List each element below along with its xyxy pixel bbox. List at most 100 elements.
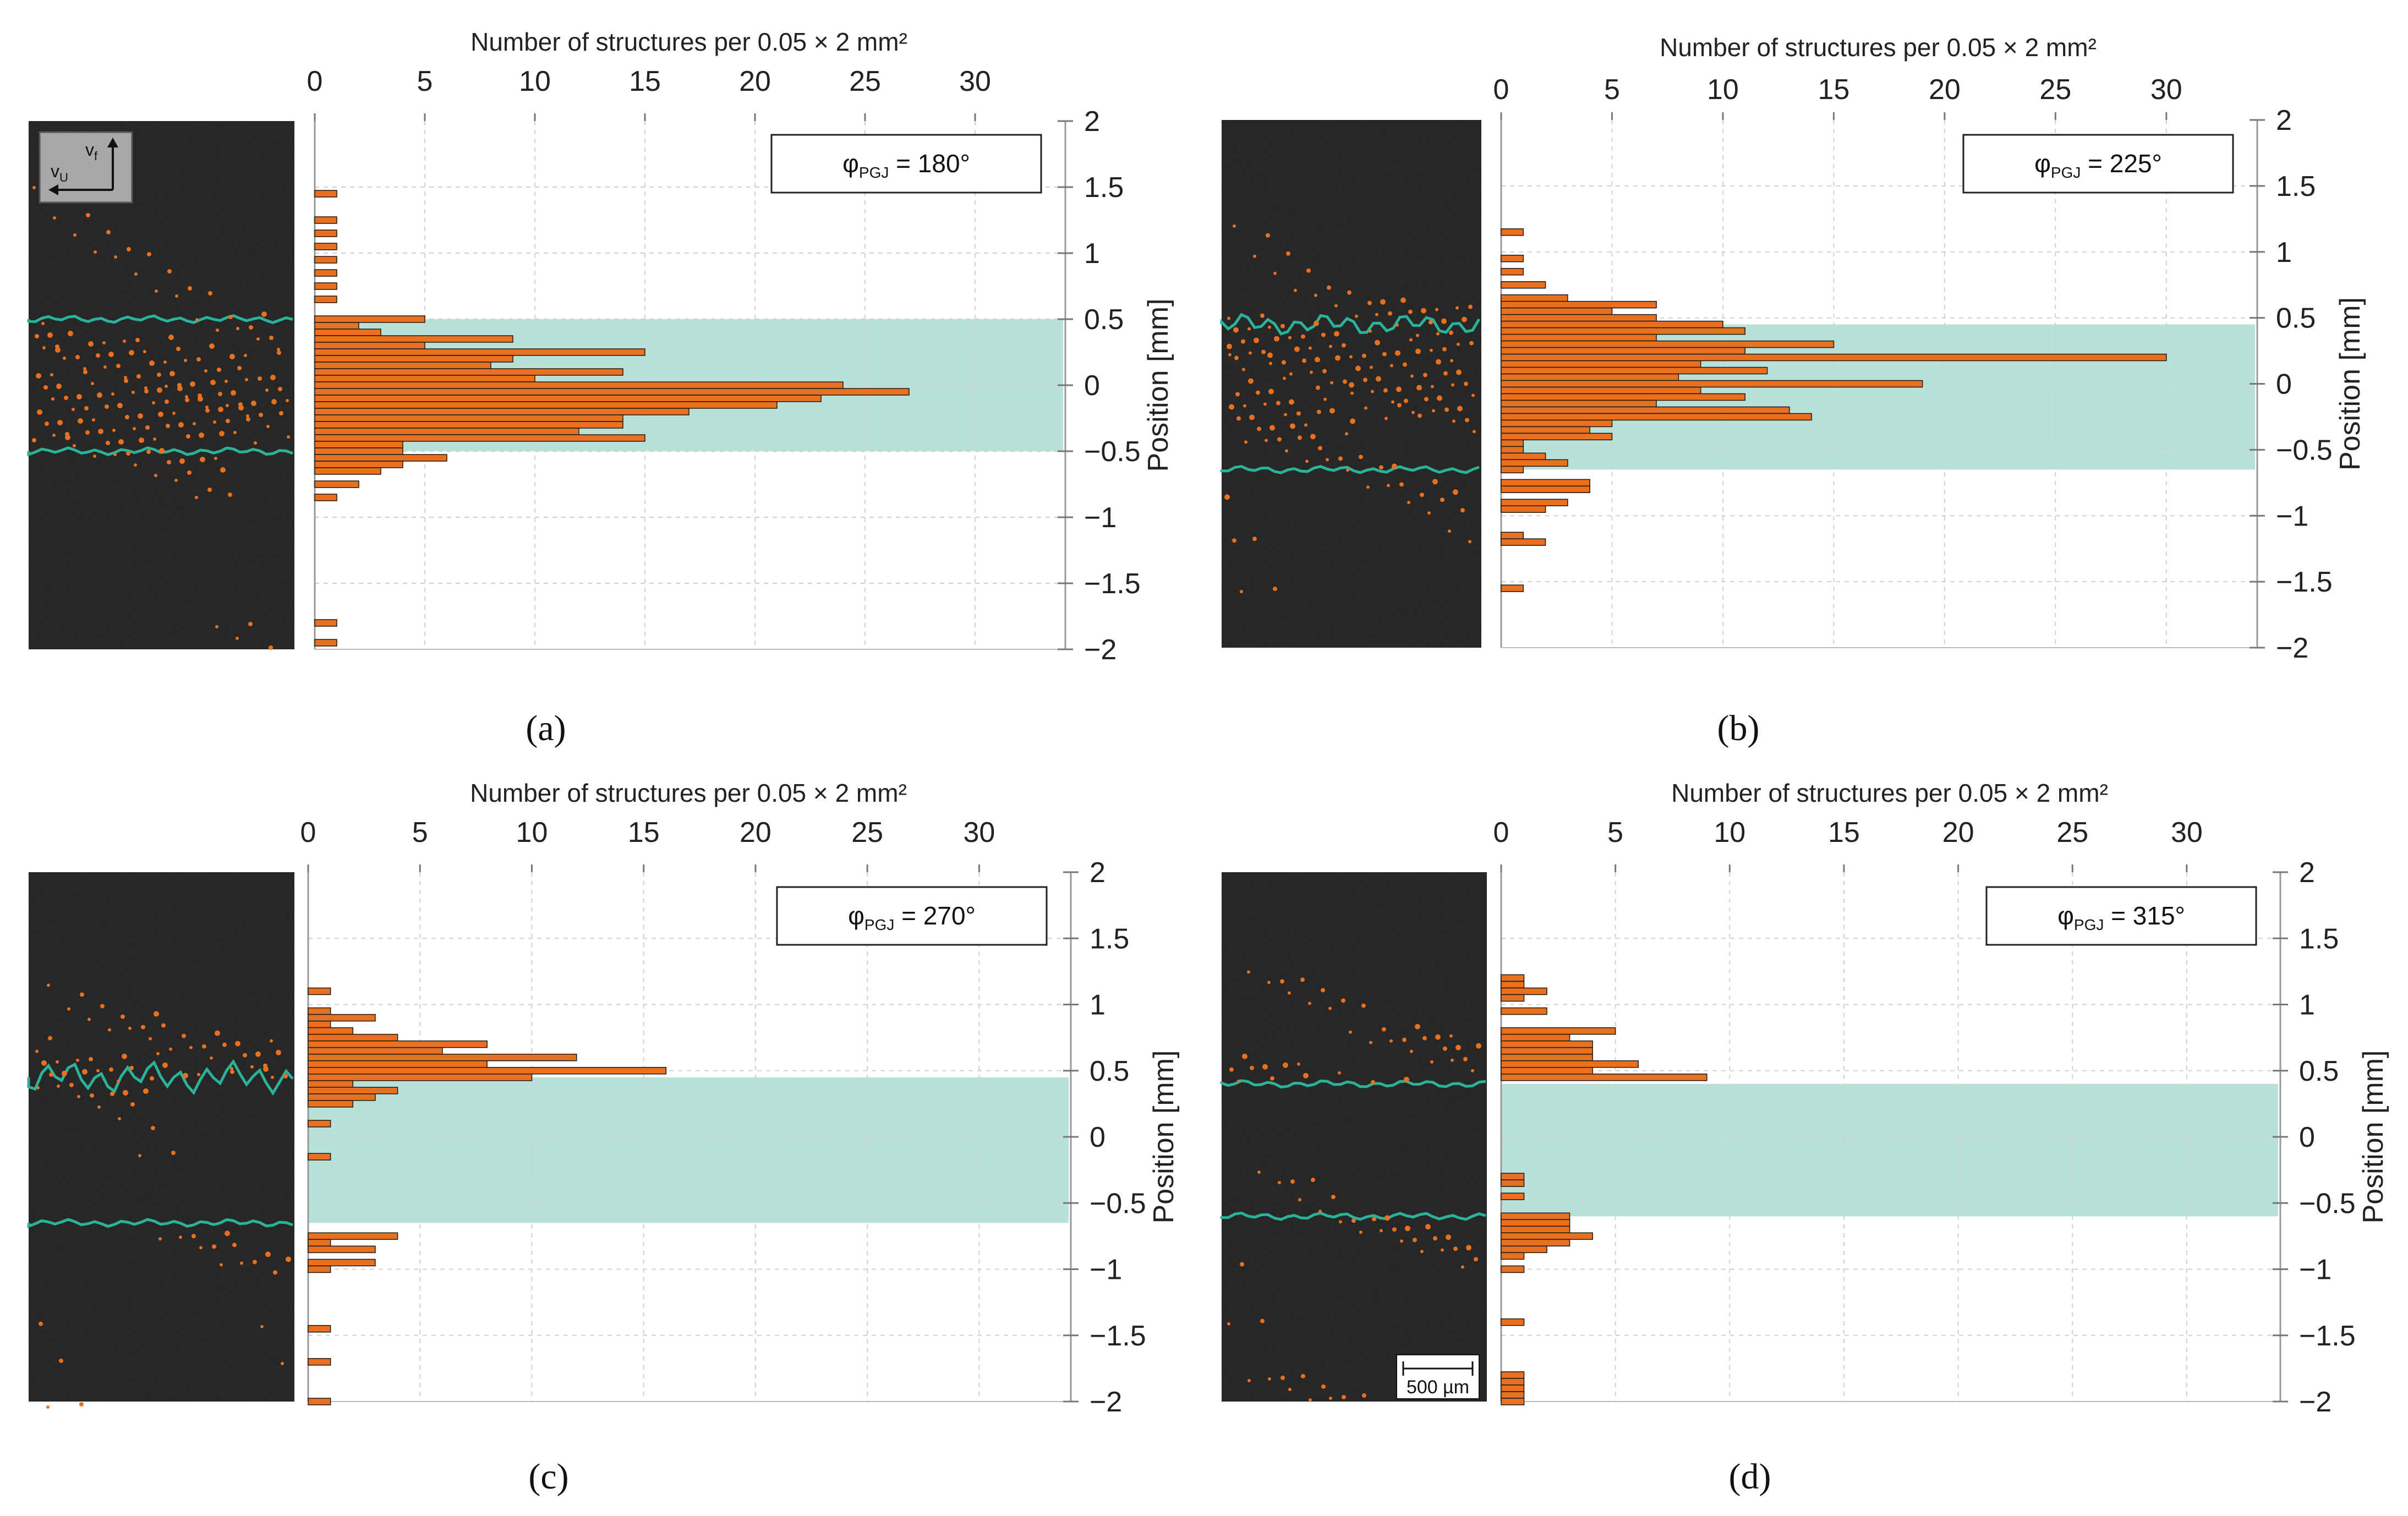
particle-dot <box>184 359 187 362</box>
particle-dot <box>212 1244 216 1249</box>
x-tick-label: 20 <box>740 817 771 849</box>
particle-dot <box>195 318 199 321</box>
particle-dot <box>1315 357 1320 363</box>
particle-dot <box>41 322 45 325</box>
particle-dot <box>228 492 232 497</box>
particle-dot <box>94 250 97 254</box>
particle-dot <box>143 1088 149 1094</box>
particle-dot <box>85 430 90 435</box>
x-tick-label: 0 <box>1493 817 1509 849</box>
legend-box <box>1985 886 2257 946</box>
particle-dot <box>1294 288 1297 292</box>
histogram-bar <box>314 401 778 409</box>
particle-dot <box>1384 417 1388 420</box>
particle-dot <box>1397 403 1402 408</box>
particle-dot <box>90 1093 94 1098</box>
particle-dot <box>1289 372 1293 376</box>
legend-value: = 270° <box>894 901 976 930</box>
lower-boundary-line <box>1220 464 1480 474</box>
particle-dot <box>1396 386 1402 392</box>
particle-dot <box>111 392 114 396</box>
particle-dot <box>1298 1198 1301 1202</box>
histogram-bar <box>1501 300 1657 309</box>
particle-dot <box>159 448 165 453</box>
histogram-bar <box>1501 360 1701 368</box>
histogram-bar <box>314 388 910 396</box>
particle-dot <box>141 1025 145 1030</box>
particle-dot <box>1427 511 1431 515</box>
histogram-bar <box>1501 538 1546 546</box>
particle-dot <box>277 351 281 355</box>
x-tick-label: 25 <box>2039 74 2071 106</box>
particle-dot <box>97 392 102 398</box>
particle-dot <box>1232 538 1236 543</box>
legend-symbol: φ <box>2057 901 2074 930</box>
particle-dot <box>127 247 131 251</box>
histogram-bar <box>1501 1265 1525 1273</box>
histogram-bar <box>1501 1378 1525 1386</box>
y-tick-label: −1.5 <box>2299 1320 2356 1352</box>
histogram-bar <box>1501 399 1657 408</box>
histogram-bar <box>1501 499 1568 507</box>
particle-dot <box>214 457 217 460</box>
histogram-bar <box>1501 1398 1525 1405</box>
histogram-bar <box>1501 1232 1593 1240</box>
particle-dot <box>228 315 233 319</box>
particle-dot <box>78 418 83 424</box>
histogram-bar <box>314 295 337 303</box>
particle-dot <box>1383 388 1388 393</box>
histogram-bar <box>314 375 535 382</box>
histogram-bar <box>308 987 331 995</box>
histogram-bar <box>1501 1225 1570 1234</box>
histogram-bar <box>314 441 403 448</box>
particle-dot <box>161 1023 166 1028</box>
particle-dot <box>73 444 76 447</box>
particle-dot <box>1338 456 1343 461</box>
y-tick-label: 0.5 <box>1090 1055 1129 1087</box>
histogram-bar <box>1501 452 1546 461</box>
particle-dot <box>129 1065 134 1070</box>
particle-dot <box>114 255 117 259</box>
particle-dot <box>1422 1036 1427 1041</box>
particle-dot <box>165 399 169 404</box>
particle-dot <box>1338 1071 1341 1075</box>
particle-dot <box>1328 1006 1332 1010</box>
histogram-bar <box>1501 1040 1593 1048</box>
particle-dot <box>1441 1248 1444 1252</box>
particle-dot <box>1327 285 1331 290</box>
particle-dot <box>69 1082 74 1087</box>
particle-dot <box>62 1070 67 1076</box>
particle-dot <box>1329 1397 1332 1400</box>
histogram-bar <box>1501 281 1546 289</box>
particle-dot <box>1346 468 1349 472</box>
particle-dot <box>1334 304 1338 308</box>
particle-dot <box>146 450 151 454</box>
particle-dot <box>219 431 225 436</box>
legend-subscript: PGJ <box>2051 164 2081 181</box>
histogram-bar <box>1501 347 1745 355</box>
histogram-bar <box>308 1040 488 1048</box>
particle-dot <box>1280 324 1285 329</box>
particle-dot <box>1247 327 1251 331</box>
histogram-bar <box>1501 485 1590 494</box>
histogram-bar <box>308 1153 331 1161</box>
particle-dot <box>87 1017 91 1021</box>
particle-dot <box>1343 379 1347 384</box>
x-tick-label: 30 <box>2150 74 2182 106</box>
particle-dot <box>199 1246 203 1250</box>
particle-dot <box>1431 385 1434 388</box>
histogram-bar <box>1501 1066 1593 1075</box>
histogram-bar <box>314 461 403 468</box>
panel-label: (d) <box>1729 1457 1771 1497</box>
histogram-bar <box>314 480 359 488</box>
particle-dot <box>157 373 161 377</box>
particle-dot <box>215 1030 220 1036</box>
histogram-bar <box>314 395 822 402</box>
histogram-bar <box>314 282 337 290</box>
x-tick-label: 20 <box>1929 74 1961 106</box>
y-tick-label: −2 <box>2299 1386 2332 1418</box>
particle-dot <box>1234 355 1239 360</box>
particle-dot <box>123 340 126 343</box>
y-tick-label: 1.5 <box>1084 172 1124 204</box>
